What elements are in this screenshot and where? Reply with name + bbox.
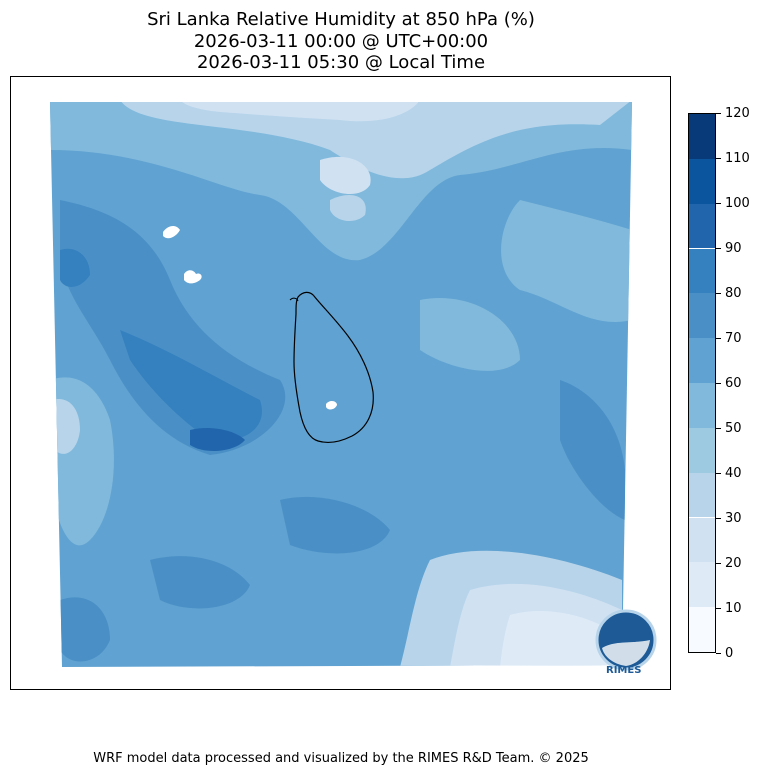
colorbar-segment (689, 293, 715, 339)
colorbar-segment (689, 562, 715, 608)
colorbar-segment (689, 203, 715, 249)
sri-lanka-coastline (293, 291, 374, 443)
title-line-2: 2026-03-11 00:00 @ UTC+00:00 (193, 31, 489, 52)
colorbar-segment (689, 472, 715, 518)
colorbar-segment (689, 607, 715, 652)
title-line-3: 2026-03-11 05:30 @ Local Time (196, 52, 486, 73)
colorbar-segment (689, 248, 715, 294)
colorbar-segment (689, 114, 715, 159)
rimes-logo-text: RIMES (606, 665, 642, 676)
map-frame (10, 76, 671, 690)
colorbar (688, 113, 716, 653)
colorbar-segment (689, 338, 715, 383)
rimes-logo (595, 609, 657, 671)
colorbar-segment (689, 383, 715, 428)
colorbar-segment (689, 158, 715, 204)
colorbar-segment (689, 517, 715, 563)
colorbar-segment (689, 427, 715, 473)
footer-credit: WRF model data processed and visualized … (93, 751, 589, 766)
title-line-1: Sri Lanka Relative Humidity at 850 hPa (… (147, 9, 535, 30)
